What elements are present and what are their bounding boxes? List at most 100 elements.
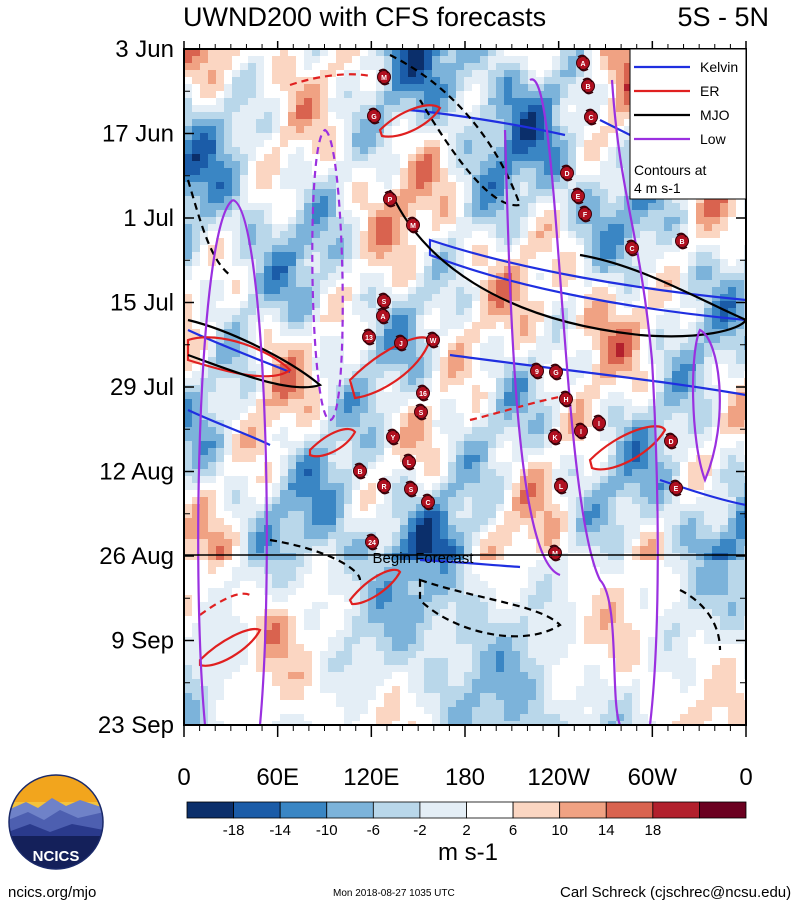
field-cell bbox=[256, 434, 265, 442]
field-cell bbox=[248, 49, 257, 57]
field-cell bbox=[208, 189, 217, 197]
field-cell bbox=[648, 518, 657, 526]
field-cell bbox=[336, 525, 345, 533]
field-cell bbox=[624, 287, 633, 295]
field-cell bbox=[352, 364, 361, 372]
field-cell bbox=[248, 406, 257, 414]
field-cell bbox=[208, 196, 217, 204]
field-cell bbox=[384, 126, 393, 134]
field-cell bbox=[248, 462, 257, 470]
field-cell bbox=[488, 203, 497, 211]
field-cell bbox=[472, 427, 481, 435]
field-cell bbox=[736, 294, 745, 302]
field-cell bbox=[648, 308, 657, 316]
field-cell bbox=[632, 434, 641, 442]
field-cell bbox=[616, 77, 625, 85]
field-cell bbox=[200, 385, 209, 393]
field-cell bbox=[304, 336, 313, 344]
field-cell bbox=[376, 490, 385, 498]
field-cell bbox=[344, 252, 353, 260]
field-cell bbox=[528, 182, 537, 190]
field-cell bbox=[440, 182, 449, 190]
field-cell bbox=[688, 329, 697, 337]
field-cell bbox=[688, 343, 697, 351]
field-cell bbox=[288, 203, 297, 211]
field-cell bbox=[184, 77, 193, 85]
field-cell bbox=[392, 210, 401, 218]
field-cell bbox=[264, 161, 273, 169]
field-cell bbox=[688, 427, 697, 435]
field-cell bbox=[232, 189, 241, 197]
field-cell bbox=[368, 63, 377, 71]
field-cell bbox=[360, 441, 369, 449]
field-cell bbox=[240, 84, 249, 92]
field-cell bbox=[576, 518, 585, 526]
field-cell bbox=[424, 406, 433, 414]
field-cell bbox=[384, 539, 393, 547]
field-cell bbox=[352, 294, 361, 302]
field-cell bbox=[448, 238, 457, 246]
field-cell bbox=[432, 126, 441, 134]
field-cell bbox=[624, 378, 633, 386]
field-cell bbox=[280, 217, 289, 225]
field-cell bbox=[672, 252, 681, 260]
field-cell bbox=[248, 441, 257, 449]
field-cell bbox=[664, 413, 673, 421]
field-cell bbox=[192, 518, 201, 526]
field-cell bbox=[728, 196, 737, 204]
field-cell bbox=[424, 175, 433, 183]
field-cell bbox=[336, 287, 345, 295]
field-cell bbox=[488, 497, 497, 505]
field-cell bbox=[592, 511, 601, 519]
field-cell bbox=[400, 133, 409, 141]
field-cell bbox=[728, 448, 737, 456]
field-cell bbox=[488, 175, 497, 183]
field-cell bbox=[584, 259, 593, 267]
field-cell bbox=[192, 84, 201, 92]
field-cell bbox=[208, 161, 217, 169]
field-cell bbox=[184, 490, 193, 498]
field-cell bbox=[264, 231, 273, 239]
field-cell bbox=[384, 448, 393, 456]
field-cell bbox=[384, 357, 393, 365]
field-cell bbox=[328, 392, 337, 400]
field-cell bbox=[392, 350, 401, 358]
field-cell bbox=[296, 105, 305, 113]
field-cell bbox=[688, 294, 697, 302]
field-cell bbox=[512, 245, 521, 253]
field-cell bbox=[224, 455, 233, 463]
field-cell bbox=[464, 532, 473, 540]
field-cell bbox=[224, 357, 233, 365]
field-cell bbox=[344, 217, 353, 225]
field-cell bbox=[568, 133, 577, 141]
field-cell bbox=[232, 301, 241, 309]
field-cell bbox=[256, 483, 265, 491]
field-cell bbox=[552, 105, 561, 113]
field-cell bbox=[320, 336, 329, 344]
field-cell bbox=[728, 497, 737, 505]
field-cell bbox=[272, 84, 281, 92]
field-cell bbox=[192, 98, 201, 106]
field-cell bbox=[272, 364, 281, 372]
field-cell bbox=[224, 469, 233, 477]
field-cell bbox=[328, 455, 337, 463]
field-cell bbox=[328, 378, 337, 386]
field-cell bbox=[344, 49, 353, 57]
field-cell bbox=[448, 420, 457, 428]
field-cell bbox=[736, 280, 745, 288]
field-cell bbox=[312, 301, 321, 309]
field-cell bbox=[592, 322, 601, 330]
field-cell bbox=[664, 217, 673, 225]
field-cell bbox=[248, 84, 257, 92]
field-cell bbox=[544, 77, 553, 85]
field-cell bbox=[256, 175, 265, 183]
field-cell bbox=[280, 294, 289, 302]
field-cell bbox=[528, 210, 537, 218]
field-cell bbox=[360, 371, 369, 379]
field-cell bbox=[520, 259, 529, 267]
field-cell bbox=[344, 259, 353, 267]
field-cell bbox=[248, 217, 257, 225]
field-cell bbox=[464, 231, 473, 239]
field-cell bbox=[576, 357, 585, 365]
field-cell bbox=[392, 182, 401, 190]
